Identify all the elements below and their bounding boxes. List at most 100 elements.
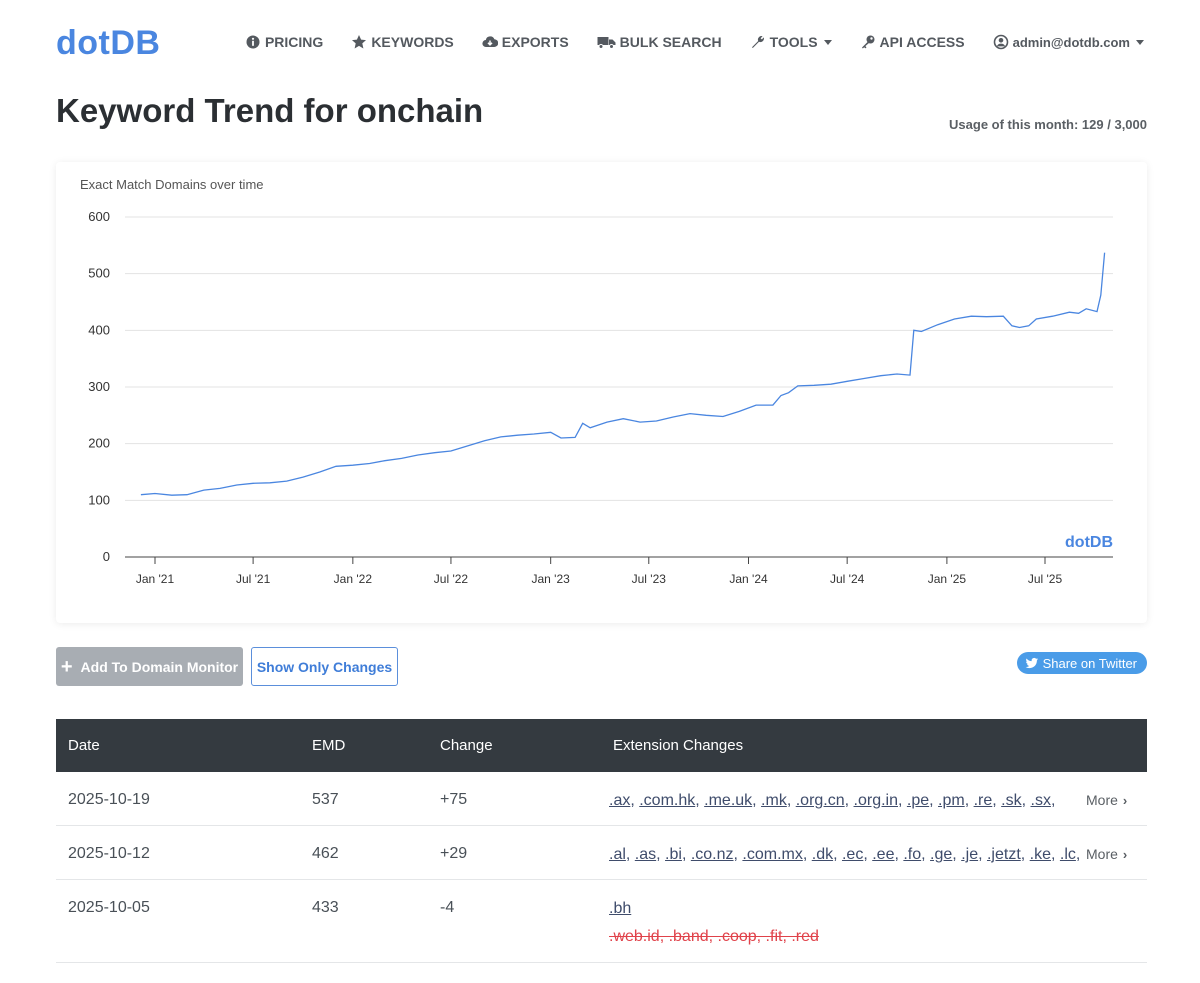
plus-icon: + bbox=[60, 655, 73, 678]
caret-down-icon bbox=[1136, 39, 1144, 45]
column-header-extension-changes: Extension Changes bbox=[613, 737, 744, 754]
key-icon bbox=[860, 34, 876, 50]
cloud-download-icon bbox=[482, 34, 498, 50]
y-tick-label: 300 bbox=[88, 379, 110, 394]
extension-added-list: .bh bbox=[609, 900, 631, 918]
emd-series-line bbox=[140, 252, 1106, 496]
x-tick-label: Jul '22 bbox=[434, 572, 469, 586]
top-navbar: dotDB PRICING KEYWORDS EXPORTS BULK SEAR… bbox=[0, 0, 1200, 92]
wrench-icon bbox=[750, 34, 766, 50]
extension-link[interactable]: .lc bbox=[1059, 846, 1076, 863]
extension-link[interactable]: .co.nz bbox=[690, 846, 734, 863]
y-tick-label: 400 bbox=[88, 322, 110, 337]
extension-link[interactable]: .com.hk bbox=[639, 792, 696, 809]
extension-link[interactable]: .mk bbox=[761, 792, 787, 809]
show-only-changes-button[interactable]: Show Only Changes bbox=[251, 647, 398, 686]
nav-keywords-label: KEYWORDS bbox=[371, 34, 454, 50]
more-link[interactable]: More › bbox=[1086, 792, 1127, 808]
extension-link[interactable]: .pm bbox=[938, 792, 965, 809]
emd-history-table: Date EMD Change Extension Changes 2025-1… bbox=[56, 719, 1147, 963]
extension-link[interactable]: .ec bbox=[841, 846, 864, 863]
truck-icon bbox=[597, 34, 616, 50]
x-tick-label: Jan '21 bbox=[136, 572, 175, 586]
extension-link[interactable]: .ge bbox=[930, 846, 953, 863]
nav-bulk-search[interactable]: BULK SEARCH bbox=[597, 34, 722, 50]
chevron-right-icon: › bbox=[1122, 792, 1128, 808]
logo[interactable]: dotDB bbox=[56, 24, 161, 62]
more-link[interactable]: More › bbox=[1086, 846, 1127, 862]
table-row: 2025-10-19 537 +75 .ax, .com.hk, .me.uk, .m… bbox=[56, 772, 1147, 826]
extension-link[interactable]: .pe bbox=[906, 792, 930, 809]
extension-link[interactable]: .org.in bbox=[853, 792, 898, 809]
nav-tools-dropdown[interactable]: TOOLS bbox=[750, 34, 832, 50]
nav-pricing-label: PRICING bbox=[264, 34, 324, 50]
y-tick-label: 100 bbox=[88, 492, 110, 507]
y-tick-label: 500 bbox=[88, 266, 110, 281]
chart-brand-watermark: dotDB bbox=[1065, 534, 1113, 551]
chevron-right-icon: › bbox=[1122, 846, 1128, 862]
x-tick-label: Jan '25 bbox=[928, 572, 967, 586]
table-row: 2025-10-05 433 -4 .bh .web.id, .band, .coop,… bbox=[56, 880, 1147, 963]
extension-link[interactable]: .ax bbox=[609, 792, 631, 809]
cell-date: 2025-10-05 bbox=[68, 899, 150, 916]
cell-date: 2025-10-19 bbox=[68, 791, 150, 808]
extension-link[interactable]: .org.cn bbox=[795, 792, 845, 809]
extension-link[interactable]: .sk bbox=[1001, 792, 1022, 809]
usage-counter: Usage of this month: 129 / 3,000 bbox=[949, 117, 1147, 132]
nav-exports-label: EXPORTS bbox=[501, 34, 569, 50]
nav-bulk-search-label: BULK SEARCH bbox=[619, 34, 722, 50]
extension-link[interactable]: .fo bbox=[903, 846, 922, 863]
add-to-domain-monitor-button[interactable]: + Add To Domain Monitor bbox=[56, 647, 243, 686]
extension-link[interactable]: .bi bbox=[665, 846, 682, 863]
nav-api-access[interactable]: API ACCESS bbox=[860, 34, 965, 50]
trend-chart-card: 0 100 200 300 400 500 600 Jan '21 Jul '21 Jan '22… bbox=[56, 162, 1147, 623]
nav-keywords[interactable]: KEYWORDS bbox=[351, 34, 454, 50]
cell-change: +29 bbox=[440, 845, 468, 862]
cell-date: 2025-10-12 bbox=[68, 845, 150, 862]
nav-tools-label: TOOLS bbox=[769, 34, 818, 50]
cell-emd: 537 bbox=[312, 791, 339, 808]
add-to-domain-monitor-label: Add To Domain Monitor bbox=[80, 658, 239, 675]
extension-link[interactable]: .com.mx bbox=[742, 846, 803, 863]
extension-link[interactable]: .bh bbox=[609, 900, 632, 917]
table-body: 2025-10-19 537 +75 .ax, .com.hk, .me.uk, .m… bbox=[56, 772, 1147, 963]
extension-link[interactable]: .ee bbox=[872, 846, 895, 863]
column-header-emd[interactable]: EMD bbox=[312, 737, 346, 754]
nav-account-label: admin@dotdb.com bbox=[1012, 34, 1130, 50]
extension-link[interactable]: .sx bbox=[1030, 792, 1051, 809]
extension-added-list: .al, .as, .bi, .co.nz, .com.mx, .dk, .ec… bbox=[609, 846, 1081, 863]
x-tick-label: Jul '24 bbox=[830, 572, 865, 586]
star-icon bbox=[351, 34, 367, 50]
page-title: Keyword Trend for onchain bbox=[56, 92, 484, 129]
x-tick-label: Jan '24 bbox=[729, 572, 768, 586]
extension-link[interactable]: .me.uk bbox=[704, 792, 753, 809]
caret-down-icon bbox=[823, 39, 832, 45]
y-tick-label: 0 bbox=[103, 549, 110, 564]
extension-link[interactable]: .jetzt bbox=[986, 846, 1021, 863]
column-header-change[interactable]: Change bbox=[440, 737, 493, 754]
table-header: Date EMD Change Extension Changes bbox=[56, 719, 1147, 772]
extension-link[interactable]: .al bbox=[609, 846, 626, 863]
x-tick-label: Jul '25 bbox=[1028, 572, 1063, 586]
twitter-bird-icon bbox=[1025, 657, 1038, 669]
extension-removed-list: .web.id, .band, .coop, .fit, .red bbox=[609, 928, 819, 945]
share-on-twitter-button[interactable]: Share on Twitter bbox=[1016, 652, 1147, 674]
more-label: More bbox=[1086, 846, 1118, 862]
user-circle-icon bbox=[993, 34, 1009, 50]
cell-change: -4 bbox=[440, 899, 455, 916]
table-row: 2025-10-12 462 +29 .al, .as, .bi, .co.nz, .… bbox=[56, 826, 1147, 880]
x-tick-label: Jul '21 bbox=[236, 572, 271, 586]
more-label: More bbox=[1086, 792, 1118, 808]
nav-pricing[interactable]: PRICING bbox=[245, 34, 323, 50]
extension-link[interactable]: .dk bbox=[811, 846, 834, 863]
column-header-date[interactable]: Date bbox=[68, 737, 100, 754]
nav-account-dropdown[interactable]: admin@dotdb.com bbox=[993, 34, 1144, 50]
extension-link[interactable]: .je bbox=[961, 846, 979, 863]
cell-emd: 433 bbox=[312, 899, 339, 916]
extension-link[interactable]: .as bbox=[634, 846, 657, 863]
x-tick-label: Jan '23 bbox=[532, 572, 571, 586]
x-tick-label: Jan '22 bbox=[334, 572, 373, 586]
extension-link[interactable]: .re bbox=[973, 792, 993, 809]
nav-exports[interactable]: EXPORTS bbox=[482, 34, 569, 50]
extension-link[interactable]: .ke bbox=[1029, 846, 1052, 863]
